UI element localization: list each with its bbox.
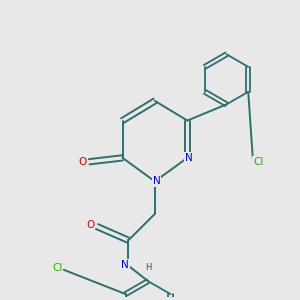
Text: N: N bbox=[121, 260, 129, 270]
Text: O: O bbox=[79, 157, 87, 167]
Text: H: H bbox=[145, 263, 151, 272]
Text: N: N bbox=[152, 176, 160, 186]
Text: N: N bbox=[185, 153, 193, 163]
Text: Cl: Cl bbox=[52, 263, 62, 273]
Text: Cl: Cl bbox=[253, 157, 263, 167]
Text: O: O bbox=[86, 220, 94, 230]
